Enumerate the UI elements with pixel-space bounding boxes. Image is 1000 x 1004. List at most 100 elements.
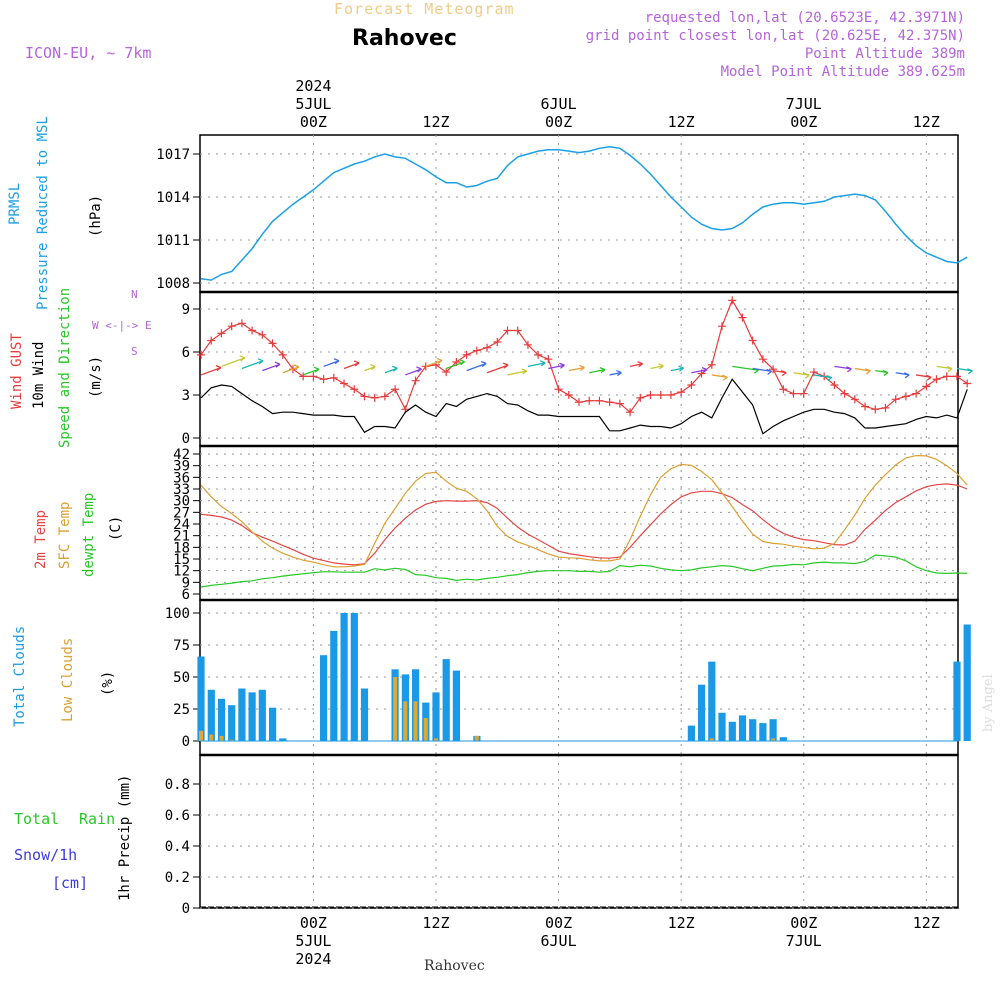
low-cloud-bar (709, 738, 714, 741)
temp-dewpoint-label: dewpt Temp (81, 492, 97, 577)
tick-label-pressure: 1014 (156, 190, 190, 206)
tick-label-temp: 21 (173, 529, 190, 545)
wind-gust-marker (217, 329, 226, 338)
wind-gust-marker (728, 296, 737, 305)
panel-frame-pressure (199, 134, 959, 293)
tick-label-temp: 15 (173, 552, 190, 568)
wind-arrow (302, 368, 320, 376)
wind-arrow (609, 371, 622, 376)
wind-gust-marker (738, 313, 747, 322)
total-cloud-bar (953, 661, 961, 741)
wind-gust-marker (299, 372, 308, 381)
wind-gust-marker (227, 322, 236, 331)
top-time-label: 5JUL (295, 95, 331, 113)
wind-gust-marker (871, 405, 880, 414)
wind-gust-marker (442, 368, 451, 377)
wind-arrow (834, 365, 852, 370)
wind-arrow-head (903, 372, 910, 379)
wind-arrow-head (313, 366, 320, 373)
total-cloud-bar (442, 659, 450, 741)
model-label: ICON-EU, ~ 7km (25, 44, 152, 62)
compass-south: S (131, 345, 138, 358)
wind-gust-marker (534, 350, 543, 359)
low-cloud-bar (423, 718, 428, 741)
credit-watermark: by Angel (981, 674, 996, 732)
wind-arrow-head (370, 364, 376, 371)
tick-label-wind: 9 (182, 302, 190, 318)
wind-unit: (m/s) (88, 355, 104, 398)
wind-gust-marker (340, 379, 349, 388)
total-cloud-bar (197, 656, 205, 741)
wind-arrow-head (721, 374, 728, 381)
wind-arrow (629, 363, 643, 367)
wind-gust-marker (197, 350, 206, 359)
wind-arrow-head (579, 364, 585, 371)
wind-arrow-head (239, 355, 246, 362)
wind-gust-marker (615, 399, 624, 408)
point-altitude: Point Altitude 389m (804, 46, 965, 62)
wind-arrow-head (637, 361, 644, 368)
wind-gust-marker (564, 391, 573, 399)
wind-arrow (425, 359, 443, 367)
wind-gust-label: Wind GUST (9, 333, 25, 409)
top-time-label: 12Z (422, 113, 449, 131)
tick-label-precip: 0.2 (165, 870, 190, 886)
tick-label-temp: 24 (173, 517, 190, 533)
wind-arrow-head (539, 360, 546, 367)
wind-arrow (732, 365, 759, 371)
footer-location: Rahovec (424, 958, 485, 974)
tick-label-clouds: 50 (173, 670, 190, 686)
compass-east-west: W <-|-> E (92, 319, 152, 332)
wind-gust-marker (462, 350, 471, 359)
wind-arrow-head (967, 368, 973, 375)
temp-2m-line (200, 483, 968, 566)
total-cloud-bar (738, 715, 747, 741)
wind-arrow (650, 365, 664, 370)
wind-gust-marker (748, 336, 757, 345)
wind-gust-marker (666, 391, 675, 399)
wind-gust-marker (840, 389, 849, 398)
top-time-label: 2024 (295, 77, 331, 95)
total-clouds-label: Total Clouds (12, 625, 28, 727)
total-cloud-bar (248, 692, 256, 741)
tick-label-temp: 18 (173, 540, 190, 556)
wind-arrow (221, 357, 245, 367)
total-cloud-bar (698, 684, 706, 741)
wind-gust-marker (901, 392, 910, 401)
tick-label-clouds: 75 (173, 638, 190, 654)
tick-label-temp: 33 (173, 482, 190, 498)
wind-arrow-head (480, 360, 487, 368)
wind-arrow-head (392, 365, 398, 372)
wind-gust-marker (779, 385, 788, 394)
tick-label-clouds: 25 (173, 702, 190, 718)
wind-arrow (200, 367, 222, 376)
wind-arrow (486, 364, 509, 374)
pressure-label-full: Pressure Reduced to MSL (35, 116, 51, 310)
wind-gust-marker (626, 408, 635, 417)
compass-north: N (131, 288, 138, 301)
wind-gust-marker (329, 373, 338, 382)
wind-arrow-head (701, 367, 708, 374)
tick-label-temp: 30 (173, 494, 190, 510)
total-cloud-bar (320, 655, 328, 741)
bottom-time-label: 6JUL (541, 932, 577, 950)
wind-gust-marker (472, 346, 481, 355)
low-cloud-bar (434, 738, 438, 741)
tick-label-temp: 6 (182, 587, 190, 603)
wind-arrow (343, 362, 360, 370)
wind-arrow-head (678, 365, 684, 372)
wind-arrow-head (946, 366, 953, 373)
wind-arrow (691, 368, 708, 374)
wind-gust-marker (595, 396, 604, 405)
wind-gust-marker (319, 375, 328, 384)
total-cloud-bar (228, 705, 236, 741)
wind-gust-marker (850, 395, 859, 404)
top-time-label: 00Z (300, 113, 327, 131)
low-cloud-bar (219, 735, 224, 741)
wind-arrow-head (925, 374, 932, 381)
wind-arrow (752, 367, 772, 372)
wind-gust-marker (483, 343, 492, 352)
total-cloud-bar (258, 689, 266, 741)
low-cloud-bar (229, 739, 234, 741)
